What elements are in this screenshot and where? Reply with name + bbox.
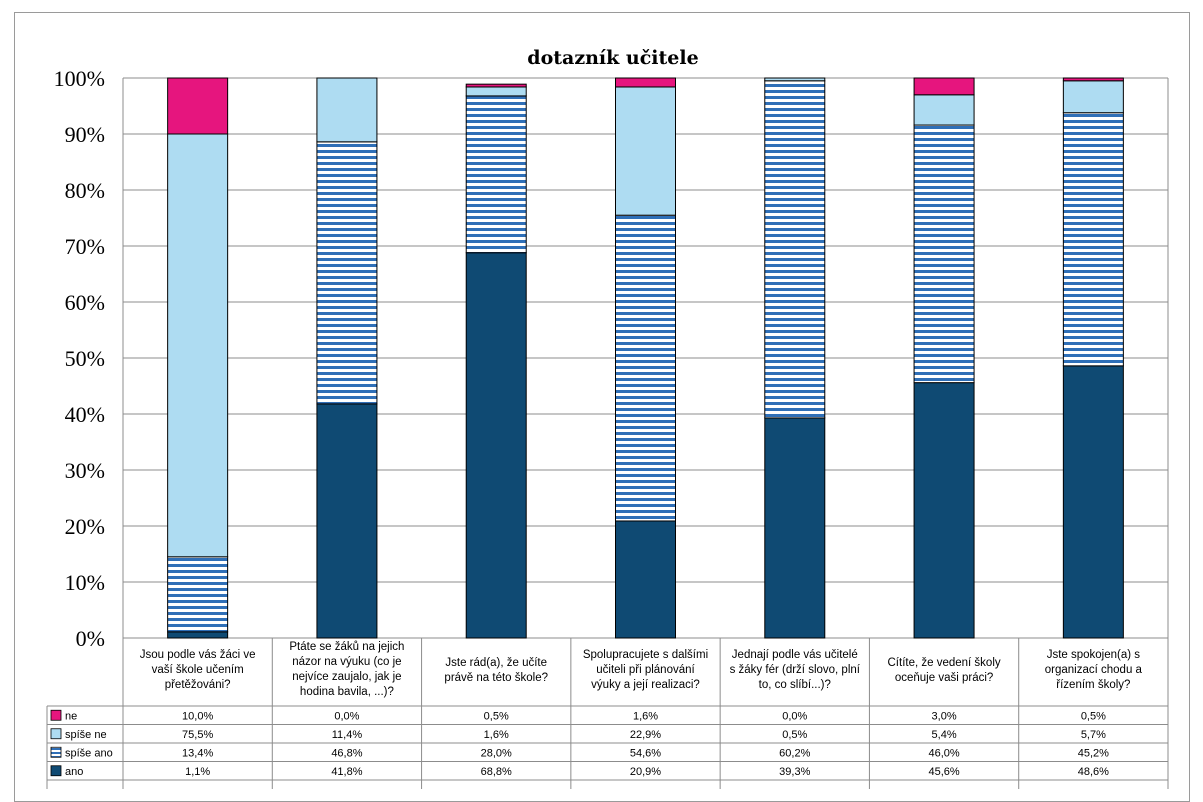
- y-tick-label: 60%: [65, 290, 105, 315]
- y-tick-label: 70%: [65, 234, 105, 259]
- data-cell: 3,0%: [932, 710, 957, 722]
- legend-swatch: [50, 709, 62, 721]
- bar-segment: [764, 80, 826, 419]
- category-label: Ptáte se žáků na jejich: [289, 641, 404, 653]
- data-cell: 1,6%: [633, 710, 658, 722]
- bar-segment: [913, 124, 975, 384]
- data-cell: 22,9%: [630, 729, 661, 741]
- data-cell: 41,8%: [331, 766, 362, 778]
- y-tick-label: 40%: [65, 402, 105, 427]
- category-label: nejvíce zaujalo, jak je: [292, 671, 401, 683]
- bar-segment: [615, 77, 676, 88]
- data-cell: 11,4%: [332, 729, 363, 741]
- data-cell: 5,7%: [1081, 729, 1106, 741]
- data-cell: 46,0%: [928, 747, 959, 759]
- data-cell: 54,6%: [630, 747, 661, 759]
- bar-segment: [465, 95, 527, 254]
- bar-segment: [465, 252, 527, 639]
- legend-swatch: [50, 728, 62, 740]
- y-tick-label: 30%: [65, 458, 105, 483]
- data-cell: 13,4%: [182, 747, 213, 759]
- data-cell: 45,6%: [928, 766, 959, 778]
- category-label: Cítíte, že vedení školy: [888, 657, 1001, 669]
- category-label: organizací chodu a: [1045, 664, 1143, 676]
- bar-segment: [1062, 80, 1124, 114]
- bar-segment: [465, 86, 527, 97]
- category-label: vaší škole učením: [152, 664, 244, 676]
- y-tick-label: 100%: [54, 66, 105, 91]
- category-label: Jednají podle vás učitelé: [732, 649, 858, 661]
- bar-segment: [764, 417, 826, 639]
- bars: [167, 77, 1124, 639]
- data-cell: 20,9%: [630, 766, 661, 778]
- data-cell: 0,0%: [782, 710, 807, 722]
- legend-label: spíše ano: [65, 747, 113, 759]
- data-cell: 0,5%: [782, 729, 807, 741]
- bar-segment: [465, 83, 527, 88]
- bar-segment: [316, 403, 378, 639]
- bar-segment: [1062, 77, 1124, 82]
- y-tick-label: 90%: [65, 122, 105, 147]
- data-cell: 0,5%: [484, 710, 509, 722]
- bar-segment: [1062, 365, 1124, 639]
- bar-segment: [913, 77, 975, 96]
- bar-segment: [615, 86, 676, 216]
- bar-segment: [1062, 112, 1124, 367]
- bar-segment: [167, 77, 229, 135]
- y-tick-label: 0%: [76, 626, 105, 651]
- bar-segment: [764, 77, 826, 82]
- category-label: názor na výuku (co je: [292, 656, 401, 668]
- bar-segment: [167, 133, 229, 558]
- category-label: učiteli při plánování: [596, 664, 695, 676]
- data-cell: 1,6%: [484, 729, 509, 741]
- data-cell: 48,6%: [1078, 766, 1109, 778]
- data-cell: 1,1%: [185, 766, 210, 778]
- category-label: právě na této škole?: [444, 672, 548, 684]
- category-label: Jste spokojen(a) s: [1047, 649, 1141, 661]
- y-tick-label: 20%: [65, 514, 105, 539]
- bar-segment: [167, 631, 229, 639]
- data-cell: 0,0%: [334, 710, 359, 722]
- category-label: řízením školy?: [1056, 679, 1130, 691]
- data-cell: 46,8%: [331, 747, 362, 759]
- category-label: to, co slíbí...)?: [759, 679, 831, 691]
- category-label: oceňuje vaši práci?: [895, 672, 993, 684]
- data-cell: 60,2%: [779, 747, 810, 759]
- data-table: Jsou podle vás žáci ve vaší škole učením p…: [46, 638, 1169, 789]
- data-cell: 10,0%: [182, 710, 213, 722]
- bar-segment: [615, 214, 676, 522]
- data-cell: 5,4%: [932, 729, 957, 741]
- legend-label: spíše ne: [65, 729, 107, 741]
- legend-swatch: [50, 746, 62, 758]
- legend-swatch: [50, 765, 62, 777]
- category-label: s žáky fér (drží slovo, plní: [730, 664, 861, 676]
- y-tick-label: 50%: [65, 346, 105, 371]
- category-label: výuky a její realizaci?: [591, 679, 700, 691]
- bar-segment: [167, 556, 229, 633]
- category-label: Jsou podle vás žáci ve: [140, 649, 256, 661]
- bar-segment: [615, 520, 676, 639]
- data-cell: 45,2%: [1078, 747, 1109, 759]
- data-cell: 39,3%: [779, 766, 810, 778]
- bar-segment: [913, 94, 975, 126]
- legend-label: ano: [65, 766, 83, 778]
- category-label: Jste rád(a), že učíte: [445, 657, 547, 669]
- data-cell: 75,5%: [182, 729, 213, 741]
- category-label: přetěžováni?: [165, 679, 231, 691]
- category-label: hodina bavila, ...)?: [300, 686, 394, 698]
- y-tick-label: 80%: [65, 178, 105, 203]
- bar-segment: [913, 382, 975, 639]
- chart-title: dotazník učitele: [527, 47, 698, 69]
- bar-segment: [316, 77, 378, 143]
- data-cell: 28,0%: [481, 747, 512, 759]
- y-axis: 0% 10% 20% 30% 40% 50% 60% 70% 80% 90% 100%: [54, 66, 1169, 651]
- data-cell: 68,8%: [481, 766, 512, 778]
- data-cell: 0,5%: [1081, 710, 1106, 722]
- category-label: Spolupracujete s dalšími: [583, 649, 708, 661]
- bar-segment: [316, 141, 378, 405]
- y-tick-label: 10%: [65, 570, 105, 595]
- legend-label: ne: [65, 710, 77, 722]
